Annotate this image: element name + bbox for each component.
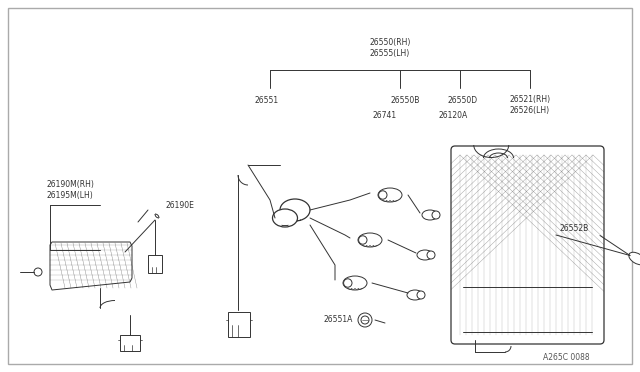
Ellipse shape: [407, 290, 423, 300]
Text: 26190M(RH)
26195M(LH): 26190M(RH) 26195M(LH): [46, 180, 94, 200]
Text: 26550D: 26550D: [448, 96, 478, 105]
Circle shape: [432, 211, 440, 219]
Bar: [148, 255, 162, 273]
Polygon shape: [50, 242, 132, 290]
Text: 26552B: 26552B: [560, 224, 589, 232]
Circle shape: [361, 316, 369, 324]
Text: 26551: 26551: [255, 96, 279, 105]
Circle shape: [379, 191, 387, 199]
Text: 26521(RH)
26526(LH): 26521(RH) 26526(LH): [509, 95, 550, 115]
Text: 26190E: 26190E: [165, 201, 194, 209]
Ellipse shape: [280, 199, 310, 221]
Ellipse shape: [378, 188, 402, 202]
Circle shape: [358, 236, 367, 244]
Bar: [120, 335, 140, 351]
Circle shape: [344, 279, 352, 287]
Ellipse shape: [343, 276, 367, 290]
Bar: [228, 312, 250, 337]
Circle shape: [34, 268, 42, 276]
Text: 26550B: 26550B: [390, 96, 420, 105]
Ellipse shape: [358, 233, 382, 247]
Ellipse shape: [273, 209, 298, 227]
Circle shape: [417, 291, 425, 299]
Circle shape: [427, 251, 435, 259]
Text: 26741: 26741: [373, 110, 397, 119]
Ellipse shape: [422, 210, 438, 220]
Text: 26120A: 26120A: [438, 110, 468, 119]
Circle shape: [358, 313, 372, 327]
Text: A265C 0088: A265C 0088: [543, 353, 590, 362]
Ellipse shape: [629, 252, 640, 265]
Text: 26550(RH)
26555(LH): 26550(RH) 26555(LH): [369, 38, 411, 58]
Ellipse shape: [417, 250, 433, 260]
FancyBboxPatch shape: [451, 146, 604, 344]
Text: 26551A: 26551A: [323, 315, 353, 324]
